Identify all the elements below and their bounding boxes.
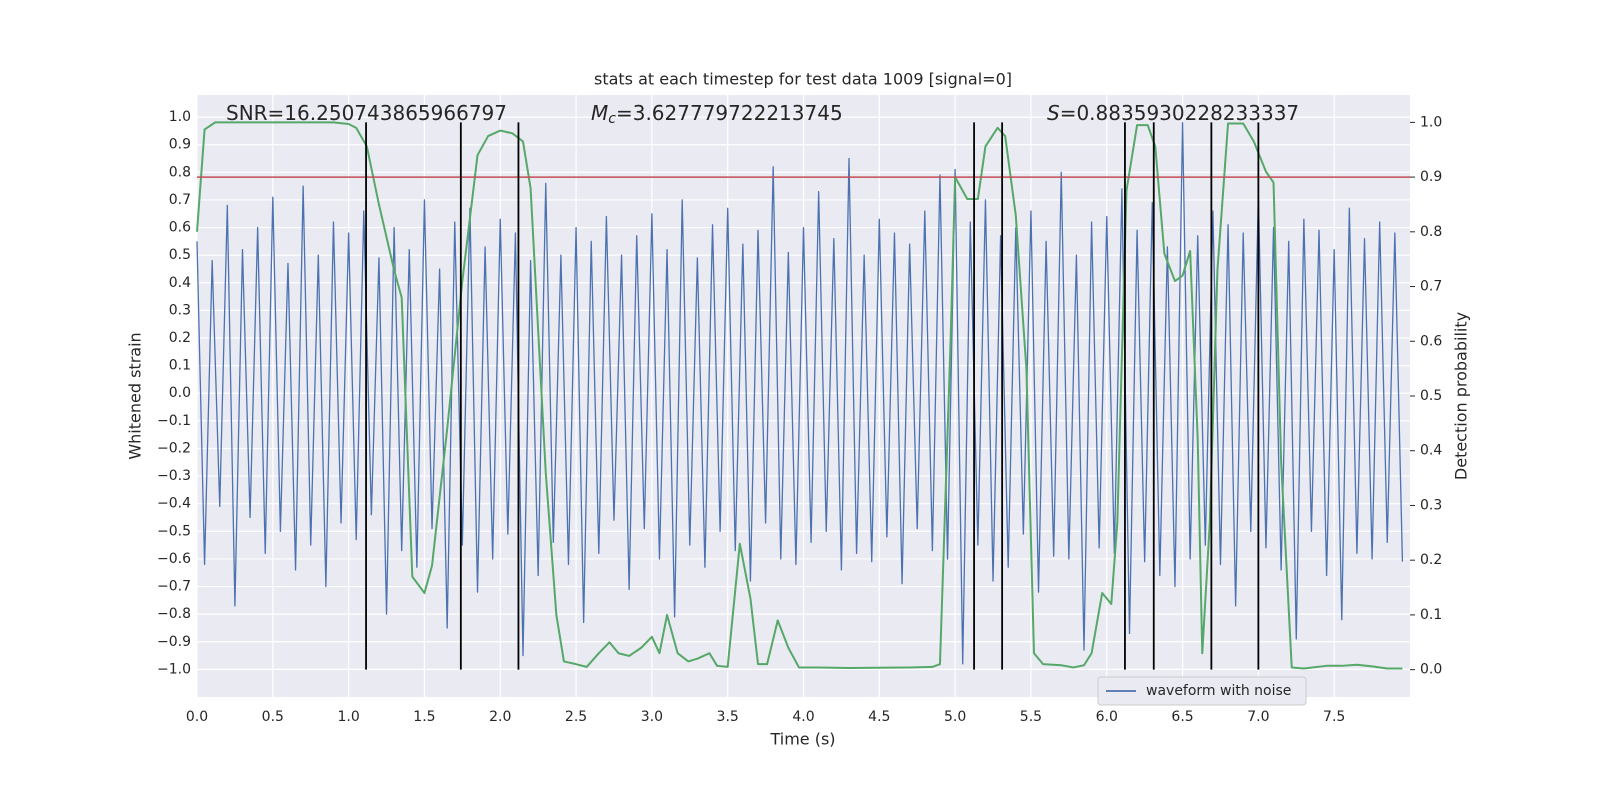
annotation: S=0.8835930228233337 bbox=[1047, 101, 1299, 125]
y-tick-label: 0.3 bbox=[169, 302, 191, 318]
x-tick-label: 5.0 bbox=[944, 709, 966, 725]
x-tick-label: 4.5 bbox=[868, 709, 890, 725]
y-tick-label: 1.0 bbox=[169, 109, 191, 125]
y-tick-label: 0.2 bbox=[169, 330, 191, 346]
y2-tick-label: 0.3 bbox=[1420, 497, 1442, 513]
y-tick-label: −0.4 bbox=[157, 496, 191, 512]
y2-tick-label: 0.7 bbox=[1420, 279, 1442, 295]
y2-axis-label: Detection probability bbox=[1452, 312, 1471, 480]
y-axis-label: Whitened strain bbox=[126, 332, 145, 459]
y-tick-label: 0.6 bbox=[169, 220, 191, 236]
y2-tick-label: 0.9 bbox=[1420, 169, 1442, 185]
annotation-symbol: S bbox=[1047, 101, 1060, 125]
x-tick-label: 7.5 bbox=[1323, 709, 1345, 725]
y2-tick-label: 1.0 bbox=[1420, 114, 1442, 130]
y-tick-label: 0.9 bbox=[169, 137, 191, 153]
annotation-symbol: M bbox=[591, 101, 608, 125]
waveform-line bbox=[196, 121, 1404, 665]
marks bbox=[196, 121, 1410, 670]
x-tick-label: 2.5 bbox=[565, 709, 587, 725]
x-tick-label: 6.5 bbox=[1171, 709, 1193, 725]
x-tick-label: 7.0 bbox=[1247, 709, 1269, 725]
y-tick-label: −0.1 bbox=[157, 413, 191, 429]
y2-tick-label: 0.2 bbox=[1420, 552, 1442, 568]
y-tick-label: −0.3 bbox=[157, 468, 191, 484]
y-tick-label: −0.6 bbox=[157, 551, 191, 567]
x-tick-label: 3.0 bbox=[641, 709, 663, 725]
legend-label: waveform with noise bbox=[1146, 683, 1291, 699]
annotation-text: =3.627779722213745 bbox=[616, 101, 843, 125]
y2-tick-label: 0.8 bbox=[1420, 224, 1442, 240]
y-tick-label: −0.7 bbox=[157, 579, 191, 595]
y-tick-label: −0.5 bbox=[157, 523, 191, 539]
x-tick-label: 5.5 bbox=[1020, 709, 1042, 725]
x-tick-label: 2.0 bbox=[489, 709, 511, 725]
annotation: SNR=16.250743865966797 bbox=[226, 101, 507, 125]
y-tick-label: 0.5 bbox=[169, 247, 191, 263]
y-tick-label: 0.4 bbox=[169, 275, 191, 291]
y2-tick-label: 0.1 bbox=[1420, 607, 1442, 623]
annotation-text: SNR=16.250743865966797 bbox=[226, 101, 507, 125]
y-tick-label: 0.7 bbox=[169, 192, 191, 208]
legend-box bbox=[1097, 676, 1307, 706]
x-tick-label: 1.5 bbox=[413, 709, 435, 725]
x-axis-label: Time (s) bbox=[769, 730, 835, 749]
y-tick-label: −0.8 bbox=[157, 606, 191, 622]
y-tick-label: 0.1 bbox=[169, 358, 191, 374]
y-tick-label: −0.9 bbox=[157, 634, 191, 650]
annotation-subscript: c bbox=[608, 111, 616, 127]
x-tick-label: 0.0 bbox=[186, 709, 208, 725]
annotation: Mc=3.627779722213745 bbox=[591, 101, 843, 128]
y-tick-label: 0.8 bbox=[169, 164, 191, 180]
chart-title: stats at each timestep for test data 100… bbox=[594, 70, 1012, 89]
annotation-text: =0.8835930228233337 bbox=[1060, 101, 1299, 125]
x-tick-label: 4.0 bbox=[792, 709, 814, 725]
y2-tick-label: 0.0 bbox=[1420, 662, 1442, 678]
y-tick-label: −0.2 bbox=[157, 440, 191, 456]
x-tick-label: 1.0 bbox=[337, 709, 359, 725]
probability-line bbox=[196, 121, 1403, 670]
y2-tick-label: 0.6 bbox=[1420, 333, 1442, 349]
y-tick-label: 0.0 bbox=[169, 385, 191, 401]
x-tick-label: 6.0 bbox=[1096, 709, 1118, 725]
x-tick-label: 0.5 bbox=[262, 709, 284, 725]
y2-tick-label: 0.4 bbox=[1420, 443, 1442, 459]
y2-tick-label: 0.5 bbox=[1420, 388, 1442, 404]
y-tick-label: −1.0 bbox=[157, 661, 191, 677]
x-tick-label: 3.5 bbox=[717, 709, 739, 725]
